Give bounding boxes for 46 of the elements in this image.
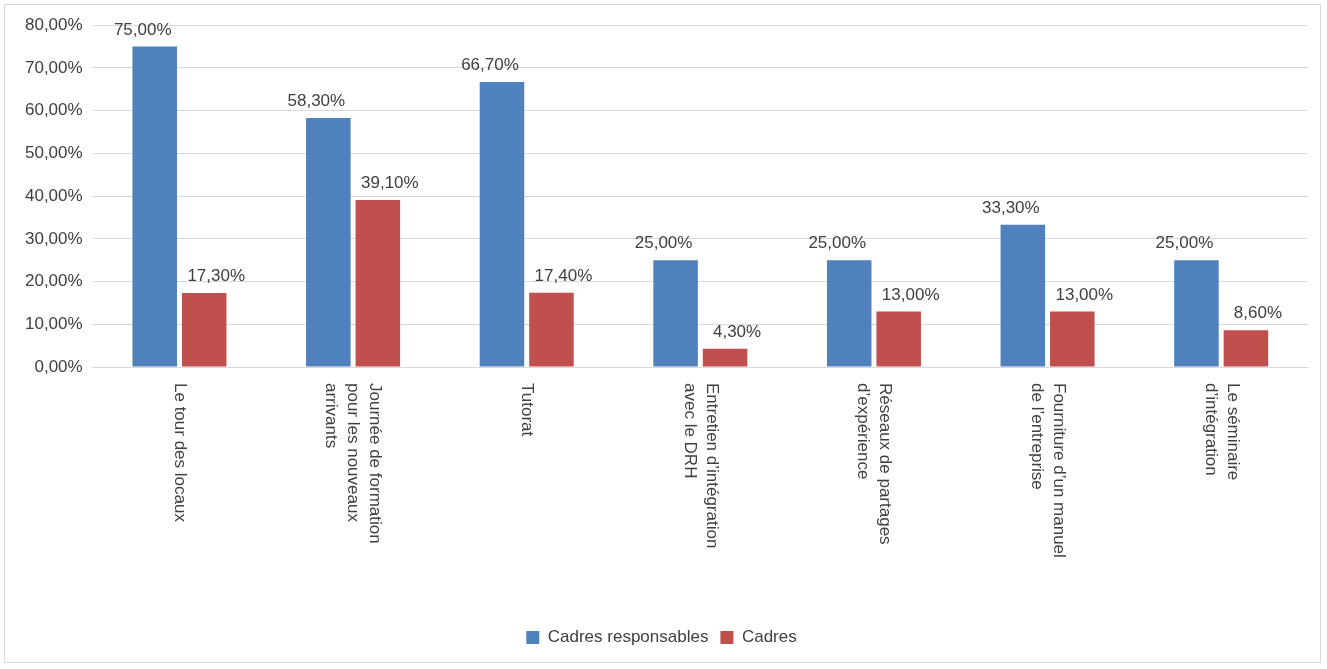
x-tick-label: Journée de formation pour les nouveaux arrivants xyxy=(322,383,386,544)
bar xyxy=(876,311,921,367)
y-tick-label: 60,00% xyxy=(24,100,83,120)
bar xyxy=(132,46,177,367)
bar xyxy=(181,293,227,367)
y-tick-label: 30,00% xyxy=(24,228,83,248)
data-label: 75,00% xyxy=(113,19,172,39)
data-label: 4,30% xyxy=(712,321,762,341)
bar xyxy=(306,117,351,367)
x-tick-label: Fourniture d’un manuel de l’entreprise xyxy=(1027,383,1069,558)
legend-label: Cadres responsables xyxy=(547,627,709,647)
x-tick-label: Le séminaire d’intégration xyxy=(1201,383,1243,481)
bar xyxy=(529,292,574,367)
legend-label: Cadres xyxy=(741,627,797,647)
bar xyxy=(826,260,872,367)
y-tick-label: 80,00% xyxy=(24,14,83,34)
y-tick-label: 50,00% xyxy=(24,143,83,163)
y-tick-label: 10,00% xyxy=(24,313,83,333)
bar xyxy=(355,199,401,367)
data-label: 17,30% xyxy=(187,266,246,286)
y-tick-label: 40,00% xyxy=(24,185,83,205)
data-label: 25,00% xyxy=(634,233,693,253)
x-tick-label: Réseaux de partages d’expérience xyxy=(854,383,896,545)
bar xyxy=(1174,260,1219,367)
bar xyxy=(1223,330,1269,367)
y-tick-label: 0,00% xyxy=(34,356,83,376)
data-label: 17,40% xyxy=(534,265,593,285)
bar xyxy=(702,348,748,367)
data-label: 39,10% xyxy=(360,173,419,193)
x-tick-label: Tutorat xyxy=(518,383,538,437)
x-tick-label: Entretien d’intégration avec le DRH xyxy=(680,383,722,549)
data-label: 25,00% xyxy=(808,233,867,253)
data-label: 13,00% xyxy=(881,284,940,304)
data-label: 13,00% xyxy=(1055,284,1114,304)
y-tick-label: 70,00% xyxy=(24,57,83,77)
y-tick-label: 20,00% xyxy=(24,271,83,291)
data-label: 58,30% xyxy=(287,91,346,111)
x-tick-label: Le tour des locaux xyxy=(170,383,190,523)
data-label: 8,60% xyxy=(1233,303,1283,323)
bar xyxy=(653,260,698,367)
data-label: 25,00% xyxy=(1155,233,1214,253)
bar xyxy=(1050,311,1095,367)
bar xyxy=(1000,224,1046,367)
data-label: 33,30% xyxy=(981,197,1040,217)
data-label: 66,70% xyxy=(461,55,519,75)
bar xyxy=(479,82,525,367)
